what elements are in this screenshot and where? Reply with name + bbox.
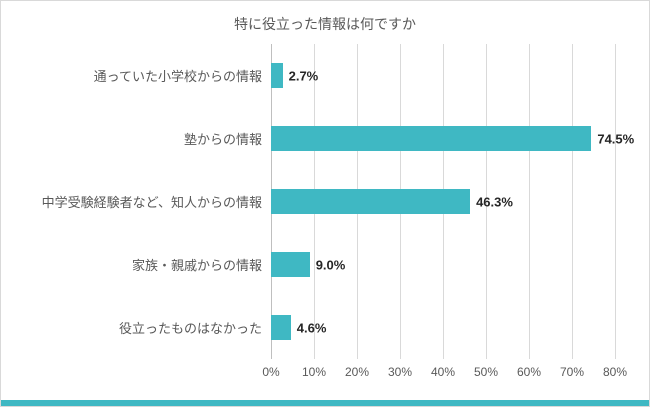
x-tick-label: 0% xyxy=(262,365,280,379)
x-tick-label: 80% xyxy=(602,365,628,379)
value-label: 46.3% xyxy=(476,194,513,209)
bar-row: 9.0% xyxy=(271,233,615,296)
category-label: 家族・親戚からの情報 xyxy=(131,258,262,273)
bar xyxy=(271,126,592,151)
bar xyxy=(271,252,310,277)
category-label: 塾からの情報 xyxy=(183,132,262,147)
bar xyxy=(271,63,283,88)
grid-line xyxy=(615,44,616,359)
value-label: 4.6% xyxy=(296,320,327,335)
bar xyxy=(271,189,471,214)
category-label: 中学受験経験者など、知人からの情報 xyxy=(41,195,262,210)
plot-area: 2.7% 74.5% 46.3% 9.0% 4.6% xyxy=(271,44,634,359)
x-tick-label: 30% xyxy=(387,365,413,379)
x-tick-label: 40% xyxy=(430,365,456,379)
value-label: 9.0% xyxy=(315,257,346,272)
category-axis: 通っていた小学校からの情報塾からの情報中学受験経験者など、知人からの情報家族・親… xyxy=(7,44,271,359)
grid-line xyxy=(572,44,573,359)
x-tick-label: 60% xyxy=(516,365,542,379)
x-tick-label: 20% xyxy=(344,365,370,379)
grid-line xyxy=(529,44,530,359)
bar-row: 46.3% xyxy=(271,170,615,233)
chart-body: 通っていた小学校からの情報塾からの情報中学受験経験者など、知人からの情報家族・親… xyxy=(1,44,649,359)
x-tick-label: 50% xyxy=(473,365,499,379)
value-label: 2.7% xyxy=(288,68,319,83)
bars: 2.7% 74.5% 46.3% 9.0% 4.6% xyxy=(271,44,634,359)
chart-title: 特に役立った情報は何ですか xyxy=(234,16,416,32)
bar xyxy=(271,315,291,340)
footer-accent-bar xyxy=(1,400,649,406)
bar-row: 2.7% xyxy=(271,44,615,107)
x-axis: 0% 10% 20% 30% 40% 50% 60% 70% 80% xyxy=(262,365,627,383)
bar-row: 4.6% xyxy=(271,296,615,359)
value-label: 74.5% xyxy=(597,131,635,146)
x-tick-label: 10% xyxy=(301,365,327,379)
bar-row: 74.5% xyxy=(271,107,634,170)
category-label: 役立ったものはなかった xyxy=(118,321,262,336)
category-label: 通っていた小学校からの情報 xyxy=(93,69,262,84)
grid-line xyxy=(486,44,487,359)
x-tick-label: 70% xyxy=(559,365,585,379)
